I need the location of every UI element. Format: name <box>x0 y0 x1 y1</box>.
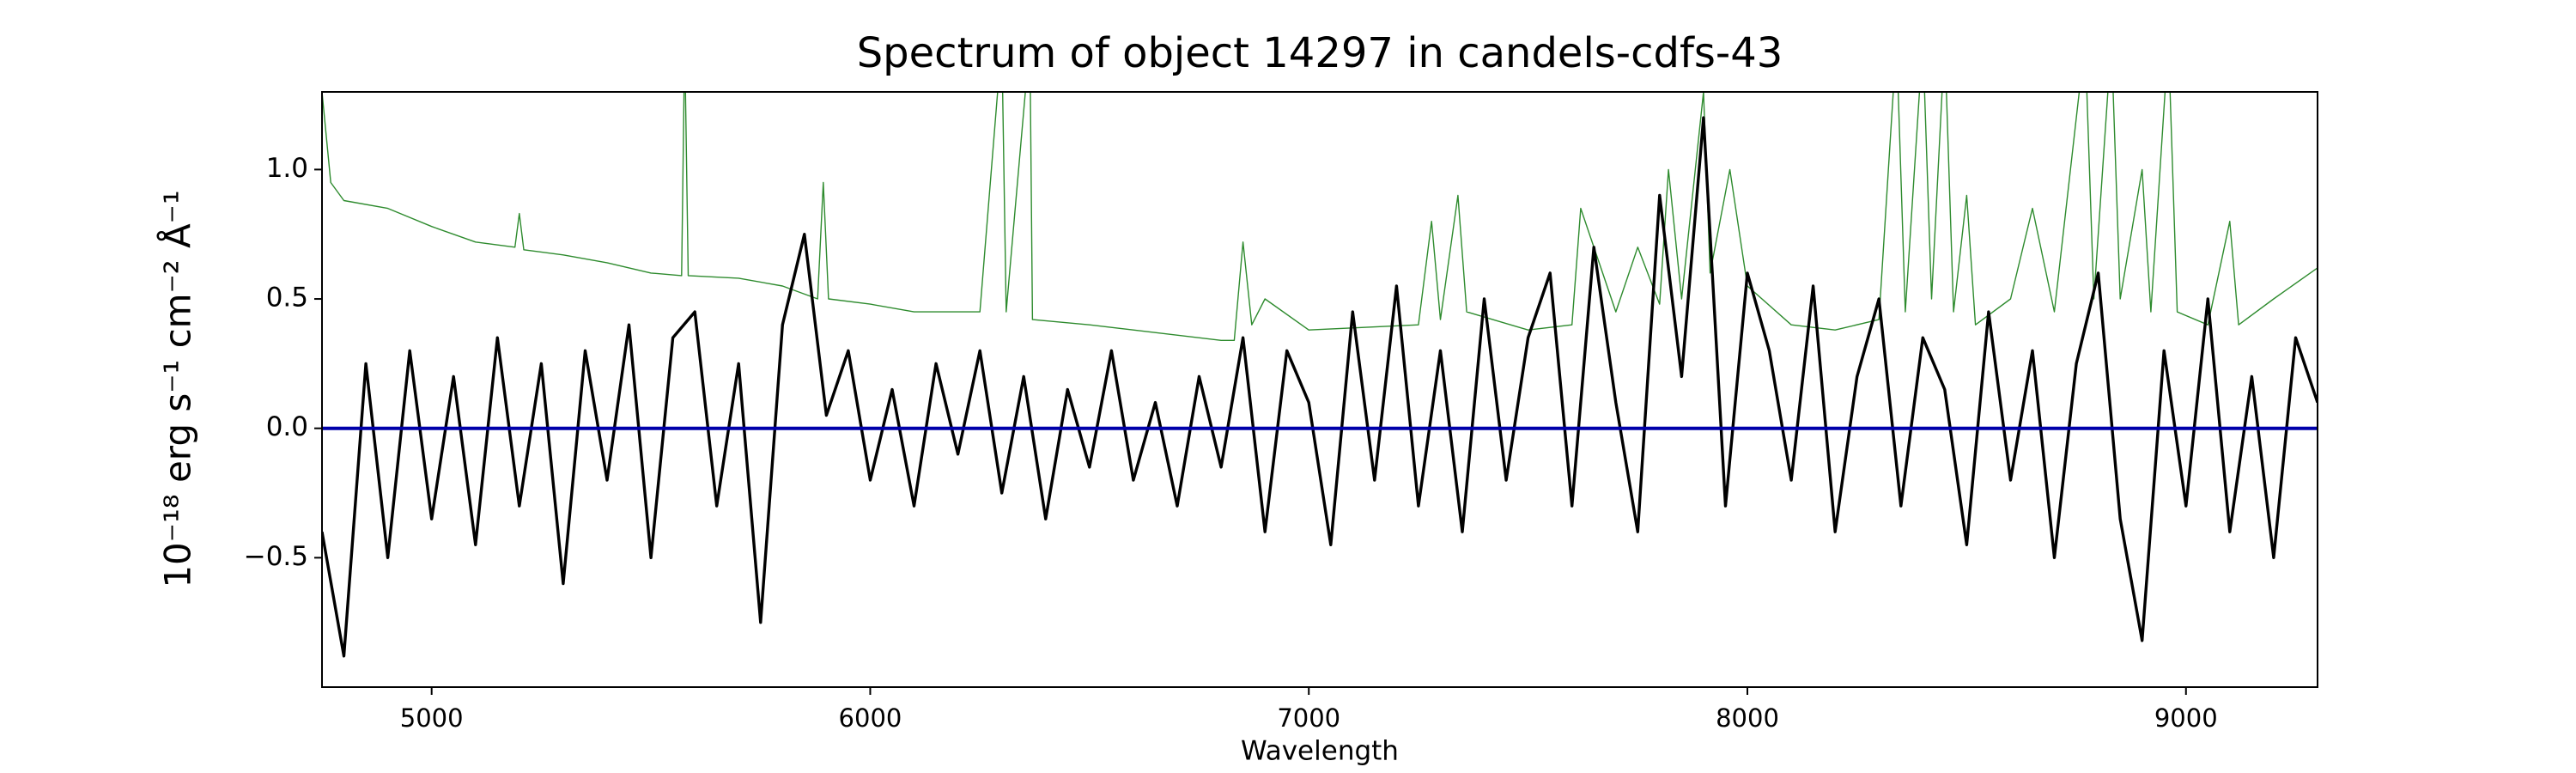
plot-area <box>322 92 2318 658</box>
x-tick-label: 5000 <box>400 703 464 733</box>
y-axis-label: 10⁻¹⁸ erg s⁻¹ cm⁻² Å⁻¹ <box>156 190 199 587</box>
chart-title: Spectrum of object 14297 in candels-cdfs… <box>857 29 1783 77</box>
x-tick-label: 8000 <box>1716 703 1779 733</box>
plot-frame <box>321 91 2318 688</box>
y-tick-label: 0.5 <box>266 283 308 313</box>
y-tick-label: 1.0 <box>266 153 308 184</box>
x-tick-label: 9000 <box>2154 703 2218 733</box>
series-line <box>322 92 2318 341</box>
series-line <box>322 116 2318 658</box>
x-axis-label: Wavelength <box>1241 736 1399 767</box>
x-tick-label: 6000 <box>839 703 902 733</box>
y-tick-label: 0.0 <box>266 411 308 442</box>
y-tick-label: −0.5 <box>244 541 308 572</box>
x-tick-label: 7000 <box>1277 703 1340 733</box>
